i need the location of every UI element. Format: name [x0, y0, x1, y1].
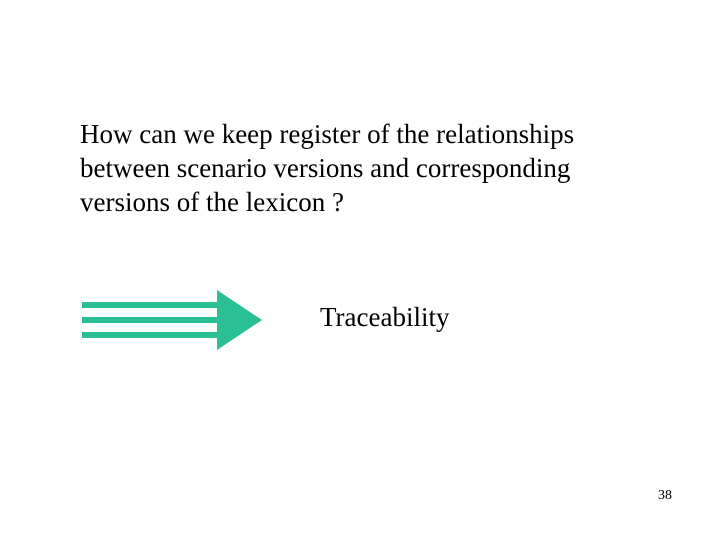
- slide: How can we keep register of the relation…: [0, 0, 720, 540]
- arrow-shape: [82, 290, 262, 350]
- answer-text: Traceability: [320, 302, 449, 333]
- question-text: How can we keep register of the relation…: [80, 118, 640, 219]
- arrow-icon: [82, 290, 262, 350]
- page-number: 38: [658, 488, 672, 504]
- arrow-svg: [82, 290, 262, 350]
